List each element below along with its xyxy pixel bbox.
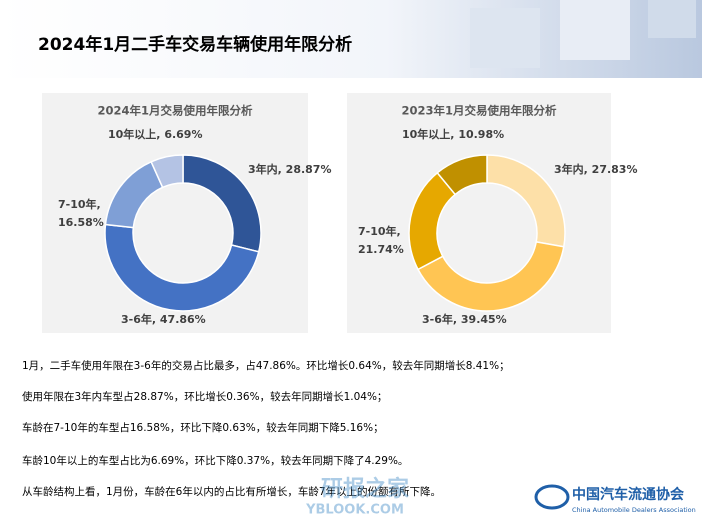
paragraph: 使用年限在3年内车型占28.87%，环比增长0.36%，较去年同期增长1.04%… xyxy=(22,390,387,403)
slide-title: 2024年1月二手车交易车辆使用年限分析 xyxy=(38,34,352,55)
header-cube xyxy=(648,0,696,38)
donut-segment xyxy=(104,223,260,312)
chart-title: 2024年1月交易使用年限分析 xyxy=(97,104,253,118)
watermark: 研报之家 xyxy=(321,476,410,502)
header-cube xyxy=(560,0,630,60)
data-label-line: 7-10年, xyxy=(58,197,101,211)
data-label: 3-6年, 47.86% xyxy=(121,312,206,326)
data-label: 3年内, 27.83% xyxy=(554,162,637,176)
donut-segment xyxy=(436,154,488,196)
donut-segment xyxy=(150,154,184,189)
data-label-line: 7-10年, xyxy=(358,224,401,238)
donut-segment xyxy=(416,240,565,312)
logo-subtitle: China Automobile Dealers Association xyxy=(572,506,696,514)
paragraph: 车龄10年以上的车型占比为6.69%，环比下降0.37%，较去年同期下降了4.2… xyxy=(22,454,408,467)
data-label: 7-10年, 21.74% xyxy=(358,224,404,256)
data-label-line: 21.74% xyxy=(358,243,404,256)
data-label: 7-10年, 16.58% xyxy=(58,197,104,229)
data-label: 3年内, 28.87% xyxy=(248,162,331,176)
chart-title: 2023年1月交易使用年限分析 xyxy=(401,104,557,118)
data-label: 10年以上, 6.69% xyxy=(108,127,202,141)
logo-mark xyxy=(534,484,570,510)
data-label: 10年以上, 10.98% xyxy=(402,127,504,141)
data-label-line: 16.58% xyxy=(58,216,104,229)
paragraph: 1月，二手车使用年限在3-6年的交易占比最多，占47.86%。环比增长0.64%… xyxy=(22,359,510,372)
header-cube xyxy=(470,8,540,68)
paragraph: 从车龄结构上看，1月份，车龄在6年以内的占比有所增长，车龄7年以上的份额有所下降… xyxy=(22,485,441,498)
watermark-site: YBLOOK.COM xyxy=(305,503,404,518)
logo-name: 中国汽车流通协会 xyxy=(572,486,685,503)
paragraph: 车龄在7-10年的车型占16.58%，环比下降0.63%，较去年同期下降5.16… xyxy=(22,421,384,434)
data-label: 3-6年, 39.45% xyxy=(422,312,507,326)
